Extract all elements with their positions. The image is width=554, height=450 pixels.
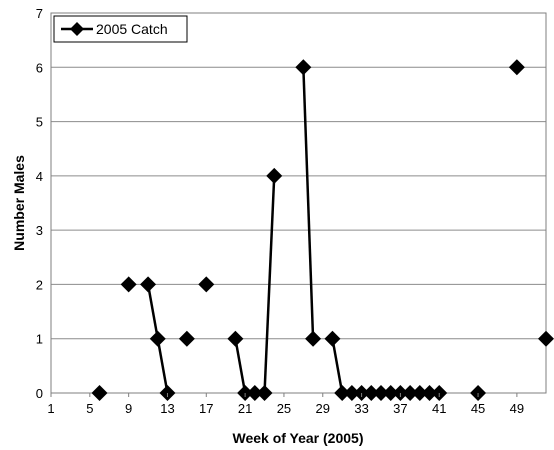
y-axis-ticks: 0 1 2 3 4 5 6 7 bbox=[36, 6, 43, 401]
x-tick-label: 17 bbox=[199, 401, 213, 416]
y-tick-label: 2 bbox=[36, 277, 43, 292]
data-point-marker bbox=[538, 330, 554, 347]
data-point-marker bbox=[295, 59, 312, 76]
data-point-marker bbox=[411, 385, 428, 401]
x-tick-label: 25 bbox=[277, 401, 291, 416]
data-point-marker bbox=[324, 330, 341, 347]
data-point-marker bbox=[198, 276, 215, 293]
data-point-marker bbox=[140, 276, 157, 293]
data-point-marker bbox=[246, 385, 263, 401]
plot-area-border bbox=[50, 12, 547, 394]
x-tick-label: 33 bbox=[354, 401, 368, 416]
data-point-marker bbox=[373, 385, 389, 401]
x-tick-label: 1 bbox=[47, 401, 54, 416]
data-point-marker bbox=[91, 385, 108, 401]
x-tick-label: 5 bbox=[86, 401, 93, 416]
x-tick-label: 13 bbox=[160, 401, 174, 416]
y-tick-label: 6 bbox=[36, 60, 43, 75]
series-line-segment bbox=[234, 338, 247, 394]
series-line-segment bbox=[302, 67, 315, 339]
series-markers bbox=[91, 59, 554, 401]
data-point-marker bbox=[508, 59, 525, 76]
data-point-marker bbox=[305, 330, 322, 347]
data-point-marker bbox=[120, 276, 137, 293]
data-point-marker bbox=[343, 385, 360, 401]
y-tick-label: 3 bbox=[36, 223, 43, 238]
x-tick-label: 37 bbox=[393, 401, 407, 416]
y-tick-label: 0 bbox=[36, 386, 43, 401]
x-tick-label: 9 bbox=[125, 401, 132, 416]
data-point-marker bbox=[363, 385, 380, 401]
legend: 2005 Catch bbox=[53, 15, 188, 43]
x-tick-label: 49 bbox=[510, 401, 524, 416]
x-tick-label: 41 bbox=[432, 401, 446, 416]
x-tick-label: 29 bbox=[316, 401, 330, 416]
series-line-segment bbox=[156, 338, 169, 394]
data-point-marker bbox=[402, 385, 419, 401]
legend-label: 2005 Catch bbox=[96, 21, 168, 37]
y-tick-label: 5 bbox=[36, 115, 43, 130]
data-point-marker bbox=[149, 330, 166, 347]
data-point-marker bbox=[256, 385, 273, 401]
data-point-marker bbox=[421, 385, 438, 401]
series-line-segment bbox=[331, 338, 344, 394]
legend-marker-swatch bbox=[70, 22, 84, 36]
x-axis-title: Week of Year (2005) bbox=[232, 430, 363, 446]
y-tick-label: 1 bbox=[36, 332, 43, 347]
data-point-marker bbox=[178, 330, 195, 347]
x-tick-label: 45 bbox=[471, 401, 485, 416]
x-axis-ticks: 1 5 9 13 17 21 25 29 33 37 41 45 49 bbox=[47, 393, 524, 416]
series-line-segment bbox=[263, 175, 276, 394]
data-point-marker bbox=[334, 385, 351, 401]
y-tick-label: 7 bbox=[36, 6, 43, 21]
y-axis-title: Number Males bbox=[11, 155, 27, 251]
data-point-marker bbox=[382, 385, 399, 401]
y-tick-label: 4 bbox=[36, 169, 43, 184]
series-line-segment bbox=[146, 284, 159, 339]
x-tick-label: 21 bbox=[238, 401, 252, 416]
data-point-marker bbox=[227, 330, 244, 347]
data-point-marker bbox=[266, 167, 283, 184]
